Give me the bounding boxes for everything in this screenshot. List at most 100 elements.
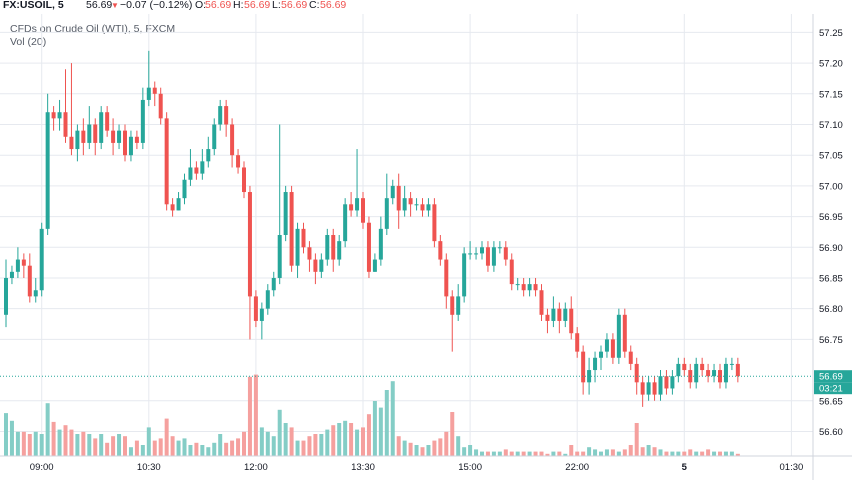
volume-bar — [551, 451, 556, 456]
volume-bar — [81, 431, 86, 456]
candle-body — [361, 198, 365, 223]
volume-bar — [111, 436, 116, 456]
volume-bar — [521, 451, 526, 456]
candle-body — [218, 106, 223, 125]
volume-bar — [140, 445, 145, 456]
close-value: 56.69 — [320, 0, 347, 11]
y-tick-label: 56.80 — [819, 304, 843, 315]
candle-body — [485, 247, 490, 266]
candle-body — [99, 112, 104, 143]
candle-body — [170, 204, 175, 211]
candle-body — [188, 167, 193, 180]
volume-bar — [735, 453, 740, 456]
volume-bar — [224, 442, 229, 456]
candle-body — [206, 149, 211, 162]
candle-body — [670, 376, 675, 389]
last-price-tag — [814, 370, 852, 383]
candle-body — [134, 136, 139, 143]
volume-bar — [277, 409, 282, 456]
last-price-tag-label: 56.69 — [819, 372, 843, 383]
candle-body — [176, 198, 181, 211]
candle-body — [509, 259, 514, 285]
volume-bar — [176, 440, 181, 456]
candle-body — [295, 228, 300, 266]
volume-indicator-title[interactable]: Vol (20) — [10, 36, 47, 48]
candle-body — [331, 235, 336, 260]
y-tick-label: 56.85 — [819, 273, 843, 284]
volume-bar — [610, 449, 615, 456]
countdown-label: 03:21 — [819, 384, 843, 395]
volume-bar — [63, 425, 68, 456]
y-tick-label: 57.00 — [819, 181, 843, 192]
candle-body — [21, 259, 26, 266]
volume-bar — [646, 445, 651, 456]
volume-bar — [134, 440, 139, 456]
candle-body — [723, 363, 728, 383]
volume-bar — [462, 447, 467, 456]
y-tick-label: 57.05 — [819, 151, 843, 162]
candle-body — [610, 339, 615, 358]
volume-bar — [700, 451, 705, 456]
volume-bar — [622, 449, 627, 456]
candle-body — [646, 382, 651, 395]
volume-bar — [247, 376, 252, 456]
candle-body — [236, 155, 241, 168]
volume-bar — [242, 431, 246, 456]
volume-bar — [581, 451, 586, 456]
volume-bar — [212, 442, 217, 456]
volume-bar — [283, 423, 288, 456]
candle-body — [301, 228, 306, 248]
x-tick-label: 22:00 — [565, 462, 589, 473]
candle-body — [426, 204, 431, 211]
candle-body — [634, 363, 639, 383]
candle-body — [242, 167, 246, 193]
volume-bar — [361, 427, 365, 456]
candle-body — [271, 277, 276, 291]
candle-body — [283, 192, 288, 235]
volume-bar — [474, 449, 479, 456]
volume-bar — [182, 438, 187, 456]
volume-bar — [575, 451, 580, 456]
axes: 57.25 57.20 57.15 57.10 57.05 57.00 56.95 56.90… — [0, 14, 852, 480]
volume-bar — [569, 445, 574, 456]
volume-bar — [509, 451, 514, 456]
x-tick-label: 5 — [682, 462, 688, 473]
candle-body — [69, 136, 74, 150]
volume-bar — [236, 438, 241, 456]
candle-body — [735, 363, 740, 377]
candle-body — [622, 314, 627, 352]
volume-bar — [158, 438, 163, 456]
candle-body — [480, 247, 484, 254]
volume-bar — [313, 434, 318, 456]
volume-bar — [4, 413, 8, 456]
volume-bar — [51, 421, 56, 456]
volume-bar — [39, 434, 44, 456]
candle-body — [105, 112, 110, 131]
symbol-header: FX:USOIL, 5 56.69 ▼ −0.07 (−0.12%) O: 56… — [0, 0, 852, 12]
volume-bar — [123, 436, 127, 456]
volume-bar — [616, 451, 621, 456]
volume-bar — [408, 442, 413, 456]
volume-bar — [664, 451, 669, 456]
candle-body — [319, 259, 324, 272]
last-price-value: 56.69 — [86, 0, 113, 11]
candle-body — [497, 247, 502, 249]
volume-bar — [688, 449, 693, 456]
candle-body — [158, 93, 163, 119]
low-label: L: — [272, 0, 281, 11]
volume-bar — [93, 438, 98, 456]
volume-bar — [640, 447, 645, 456]
countdown-tag — [814, 382, 852, 395]
volume-bar — [658, 449, 663, 456]
symbol-label[interactable]: FX:USOIL, 5 — [3, 0, 64, 11]
y-tick-label: 56.65 — [819, 396, 843, 407]
candle-body — [569, 308, 574, 334]
volume-bar — [253, 374, 258, 456]
candle-body — [15, 259, 20, 272]
volume-bar — [390, 381, 395, 456]
volume-bar — [557, 451, 562, 456]
candle-body — [593, 357, 598, 371]
volume-bar — [152, 440, 157, 456]
